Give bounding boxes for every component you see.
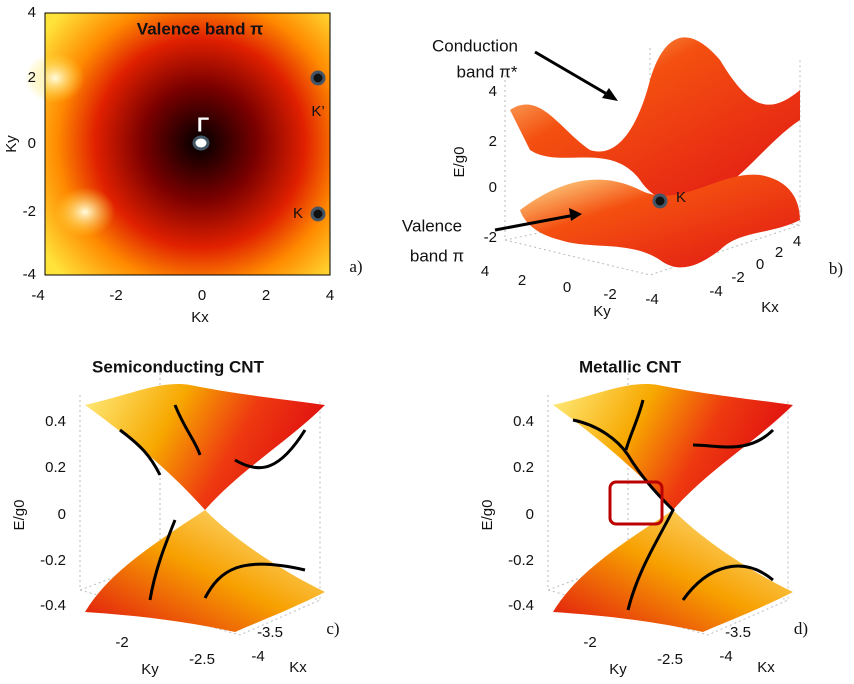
x-tick-label: 4	[793, 233, 801, 250]
point-label: K’	[311, 103, 324, 120]
upper-surface	[553, 384, 793, 510]
y-tick-label: -2.5	[189, 651, 215, 668]
heatmap-spot	[55, 187, 115, 237]
panel-title: Semiconducting CNT	[92, 357, 265, 376]
x-tick-label: -4	[31, 287, 44, 304]
panel-title: Metallic CNT	[579, 357, 682, 376]
x-tick-label: -4	[251, 648, 264, 665]
y-tick-label: -2	[603, 286, 616, 303]
y-tick-label: 4	[28, 4, 36, 21]
panel-b	[494, 37, 801, 276]
x-tick-label: -3.5	[725, 624, 751, 641]
x-axis-label: Kx	[191, 309, 209, 326]
y-tick-label: 4	[481, 263, 489, 280]
point-label: Γ	[197, 114, 209, 136]
y-tick-label: -2.5	[657, 651, 683, 668]
panel-tag: d)	[794, 619, 808, 638]
upper-surface	[85, 384, 325, 510]
annotation: band π	[410, 246, 464, 265]
panel-title: Valence band π	[137, 19, 263, 38]
axes-box	[44, 12, 331, 276]
z-tick-label: 4	[489, 83, 497, 100]
lower-surface	[85, 510, 325, 632]
y-tick-label: -2	[583, 634, 596, 651]
valence-surface	[520, 174, 800, 268]
panel-tag: b)	[829, 259, 843, 278]
y-axis-label: Ky	[3, 135, 20, 153]
lower-surface	[553, 510, 793, 632]
x-tick-label: 4	[326, 287, 334, 304]
x-axis-label: Kx	[761, 299, 779, 316]
z-tick-label: 0	[526, 506, 534, 523]
y-axis-label: Ky	[609, 661, 627, 678]
z-tick-label: 0.2	[513, 459, 534, 476]
y-tick-label: -2	[115, 634, 128, 651]
y-tick-label: 0	[28, 135, 36, 152]
annotation: Conduction	[432, 36, 518, 55]
panel-c	[79, 370, 325, 636]
z-tick-label: 0.4	[513, 413, 534, 430]
x-tick-label: 0	[756, 256, 764, 273]
z-axis-label: E/g0	[11, 500, 28, 531]
x-tick-label: -4	[709, 283, 722, 300]
dirac-point-box	[608, 480, 664, 526]
x-tick-label: 2	[262, 287, 270, 304]
panel-tag: c)	[326, 619, 339, 638]
x-tick-label: -3.5	[257, 624, 283, 641]
y-tick-label: 2	[518, 272, 526, 289]
arrow	[534, 50, 613, 99]
x-tick-label: -4	[719, 648, 732, 665]
z-axis-label: E/g0	[479, 500, 496, 531]
arrow-head	[569, 208, 582, 221]
y-tick-label: -4	[645, 291, 658, 308]
y-tick-label: -4	[23, 266, 36, 283]
y-tick-label: 0	[563, 279, 571, 296]
y-tick-label: -2	[23, 203, 36, 220]
x-tick-label: -2	[731, 269, 744, 286]
z-tick-label: -0.4	[508, 597, 534, 614]
x-tick-label: -2	[109, 287, 122, 304]
z-tick-label: 0	[58, 506, 66, 523]
x-tick-label: 2	[775, 244, 783, 261]
point-label: K	[676, 189, 686, 206]
k-prime-point	[310, 70, 326, 86]
conduction-surface	[510, 37, 800, 202]
annotation: Valence	[402, 216, 462, 235]
k-point	[652, 193, 668, 209]
y-axis-label: Ky	[141, 661, 159, 678]
panel-a	[25, 12, 331, 276]
panel-d	[547, 370, 793, 636]
x-axis-label: Kx	[289, 659, 307, 676]
band-line	[572, 399, 775, 611]
band-line	[119, 404, 307, 601]
heatmap-spot	[25, 53, 85, 103]
z-tick-label: -2	[484, 229, 497, 246]
z-tick-label: 0.2	[45, 459, 66, 476]
panel-tag: a)	[349, 257, 362, 276]
point-label: K	[293, 205, 303, 222]
x-axis-label: Kx	[757, 659, 775, 676]
z-tick-label: 2	[489, 133, 497, 150]
z-tick-label: -0.4	[40, 597, 66, 614]
arrow-head	[602, 88, 618, 101]
x-tick-label: 0	[198, 287, 206, 304]
k-point	[310, 206, 326, 222]
annotation: band π*	[457, 62, 518, 81]
y-axis-label: Ky	[593, 303, 611, 320]
y-tick-label: 2	[28, 69, 36, 86]
z-tick-label: -0.2	[508, 552, 534, 569]
arrow	[494, 213, 576, 232]
z-tick-label: 0.4	[45, 413, 66, 430]
z-tick-label: -0.2	[40, 552, 66, 569]
z-tick-label: 0	[489, 179, 497, 196]
z-axis-label: E/g0	[451, 147, 468, 178]
gamma-point	[192, 135, 210, 151]
